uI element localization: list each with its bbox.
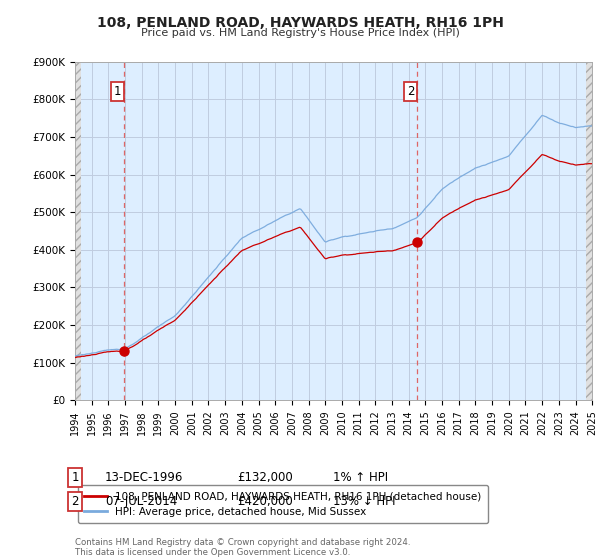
Text: £132,000: £132,000 [237, 470, 293, 484]
Text: 1: 1 [71, 470, 79, 484]
Text: 07-JUL-2014: 07-JUL-2014 [105, 494, 177, 508]
Text: Price paid vs. HM Land Registry's House Price Index (HPI): Price paid vs. HM Land Registry's House … [140, 28, 460, 38]
Bar [75, 62, 82, 400]
Text: 2: 2 [407, 85, 415, 98]
Text: 13% ↓ HPI: 13% ↓ HPI [333, 494, 395, 508]
Bar [586, 62, 592, 400]
Text: 2: 2 [71, 494, 79, 508]
Legend: 108, PENLAND ROAD, HAYWARDS HEATH, RH16 1PH (detached house), HPI: Average price: 108, PENLAND ROAD, HAYWARDS HEATH, RH16 … [77, 485, 488, 523]
Text: £420,000: £420,000 [237, 494, 293, 508]
Text: 13-DEC-1996: 13-DEC-1996 [105, 470, 184, 484]
Text: 108, PENLAND ROAD, HAYWARDS HEATH, RH16 1PH: 108, PENLAND ROAD, HAYWARDS HEATH, RH16 … [97, 16, 503, 30]
Text: 1: 1 [114, 85, 121, 98]
Text: 1% ↑ HPI: 1% ↑ HPI [333, 470, 388, 484]
Text: Contains HM Land Registry data © Crown copyright and database right 2024.
This d: Contains HM Land Registry data © Crown c… [75, 538, 410, 557]
